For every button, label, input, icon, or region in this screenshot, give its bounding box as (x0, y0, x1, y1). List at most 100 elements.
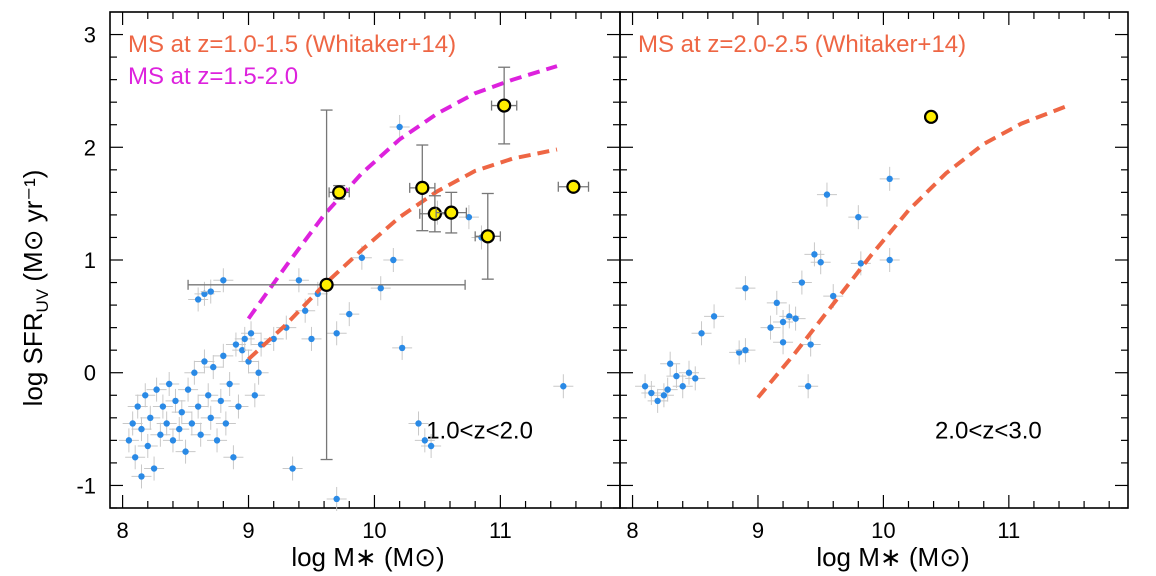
x-tick-label: 11 (489, 518, 512, 543)
x-tick-label: 9 (752, 518, 764, 543)
data-point (742, 346, 749, 354)
data-point (679, 383, 686, 390)
y-tick-label: 3 (84, 23, 96, 48)
data-point (886, 256, 893, 264)
data-point (817, 259, 824, 266)
data-point (673, 372, 680, 380)
svg-text:log SFRUV (M⊙ yr⁻¹): log SFRUV (M⊙ yr⁻¹) (18, 170, 52, 407)
data-point (205, 392, 212, 399)
y-axis-label: log SFRUV (M⊙ yr⁻¹) (18, 170, 52, 407)
data-point (289, 465, 296, 472)
highlighted-point (566, 179, 581, 194)
data-point (654, 397, 661, 405)
x-axis-label-left: log M∗ (M⊙) (291, 542, 444, 572)
panel-redshift-label: 1.0<z<2.0 (426, 418, 533, 445)
data-point (773, 299, 780, 307)
data-point (855, 213, 862, 221)
data-point (660, 392, 668, 399)
data-point (786, 313, 793, 320)
x-tick-label: 8 (626, 518, 638, 543)
data-point (138, 473, 145, 480)
data-point (163, 420, 170, 427)
data-point (857, 260, 865, 267)
data-point (767, 324, 774, 331)
data-point (641, 383, 649, 390)
data-point (792, 315, 799, 322)
data-point (648, 389, 655, 397)
highlighted-point (480, 229, 495, 244)
highlighted-point (497, 98, 512, 113)
y-tick-label: 1 (84, 248, 96, 273)
data-point (213, 437, 221, 444)
left-panel: 8 9 10 11 -1 0 1 2 3 MS at z=1.0-1.5 (Whitaker+14… (76, 11, 621, 543)
x-tick-label: 8 (116, 518, 128, 543)
y-axis-label-units: (M⊙ yr⁻¹) (18, 170, 48, 282)
data-point (150, 465, 158, 472)
data-point (220, 277, 227, 284)
data-point (692, 375, 699, 382)
data-point (184, 386, 192, 393)
data-point (210, 363, 217, 371)
data-point (197, 431, 204, 438)
panel-redshift-label: 2.0<z<3.0 (935, 418, 1042, 445)
data-point (191, 369, 198, 376)
x-tick-label: 9 (242, 518, 254, 543)
data-point (807, 341, 814, 348)
y-tick-label: 2 (84, 135, 96, 160)
data-point (698, 330, 705, 337)
data-point (142, 392, 149, 399)
x-axis-label-right: log M∗ (M⊙) (816, 542, 969, 572)
data-point (830, 292, 837, 300)
data-point (346, 310, 353, 318)
data-point (358, 254, 366, 261)
data-point (270, 335, 277, 343)
data-point (220, 352, 227, 360)
data-point (217, 397, 225, 405)
data-point (230, 454, 237, 461)
data-point (333, 495, 340, 503)
data-point (201, 290, 208, 298)
data-point (125, 437, 133, 444)
ms-annotation: MS at z=1.0-1.5 (Whitaker+14) (128, 31, 456, 58)
data-point (138, 425, 145, 433)
data-point (232, 341, 240, 348)
plot-frame (619, 11, 1129, 509)
data-point (415, 420, 422, 427)
data-point (421, 437, 429, 444)
data-point (333, 330, 340, 337)
data-point (134, 403, 141, 410)
data-point (201, 358, 208, 365)
data-point (222, 420, 230, 427)
main-sequence-curve (756, 104, 1067, 399)
data-point (560, 383, 567, 390)
data-point (666, 360, 674, 367)
axis-labels: log M∗ (M⊙) log M∗ (M⊙) log SFRUV (M⊙ yr… (18, 170, 970, 572)
data-point (226, 380, 233, 388)
y-tick-label: 0 (84, 361, 96, 386)
data-point (735, 349, 743, 356)
data-point (798, 279, 806, 286)
highlighted-point (444, 205, 459, 220)
data-point (207, 414, 214, 422)
highlighted-point (319, 277, 334, 292)
x-tick-label: 10 (362, 518, 386, 543)
highlighted-point (923, 109, 939, 124)
data-point (194, 403, 202, 410)
data-point (131, 454, 139, 461)
data-point (144, 442, 151, 450)
data-point (188, 420, 196, 427)
data-point (153, 386, 160, 393)
data-point (165, 380, 173, 388)
x-tick-label: 10 (871, 518, 895, 543)
highlighted-point (415, 180, 430, 195)
data-point (129, 420, 136, 427)
data-point (886, 175, 893, 183)
y-axis-label-main: log SFR (18, 312, 48, 406)
data-point (255, 369, 262, 376)
data-point (398, 344, 406, 352)
data-point (247, 330, 255, 337)
ms-annotation: MS at z=1.5-2.0 (128, 63, 298, 90)
data-point (779, 318, 787, 326)
data-point (169, 437, 177, 444)
